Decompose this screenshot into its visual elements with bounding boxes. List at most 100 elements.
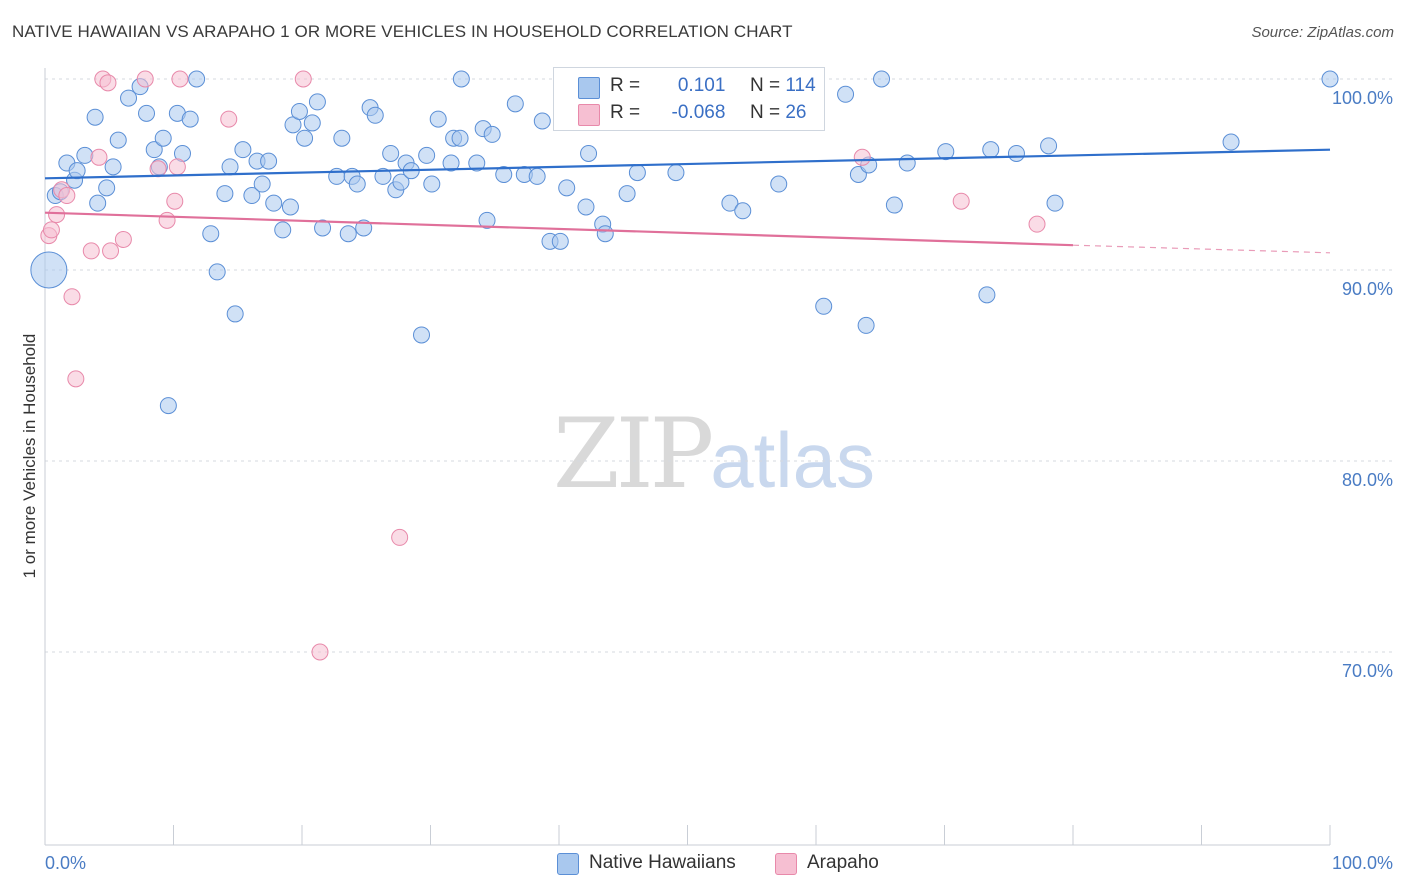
point-native-hawaiian xyxy=(208,263,226,281)
point-native-hawaiian xyxy=(580,144,598,162)
point-native-hawaiian xyxy=(89,194,107,212)
point-native-hawaiian xyxy=(348,175,366,193)
point-native-hawaiian xyxy=(982,141,1000,159)
point-native-hawaiian xyxy=(98,179,116,197)
point-native-hawaiian xyxy=(68,162,86,180)
legend-swatch-pink xyxy=(578,104,600,126)
stats-legend: R = 0.101 N = 114 R = -0.068 N = 26 xyxy=(553,67,825,131)
point-native-hawaiian xyxy=(392,173,410,191)
y-tick-label: 70.0% xyxy=(1342,661,1393,681)
trend-line-arapaho xyxy=(44,211,1074,247)
legend-swatch-blue xyxy=(557,853,579,875)
point-arapaho xyxy=(168,158,186,176)
point-native-hawaiian xyxy=(159,397,177,415)
point-native-hawaiian xyxy=(308,93,326,111)
trend-lines xyxy=(44,148,1331,254)
r-value: -0.068 xyxy=(671,102,726,123)
point-native-hawaiian xyxy=(202,225,220,243)
point-arapaho xyxy=(952,192,970,210)
point-native-hawaiian xyxy=(837,85,855,103)
point-native-hawaiian xyxy=(1007,144,1025,162)
point-native-hawaiian xyxy=(260,152,278,170)
point-native-hawaiian xyxy=(483,125,501,143)
point-native-hawaiian xyxy=(333,129,351,147)
point-arapaho xyxy=(136,70,154,88)
point-native-hawaiian xyxy=(86,108,104,126)
point-arapaho xyxy=(1028,215,1046,233)
point-native-hawaiian xyxy=(413,326,431,344)
r-label: R = xyxy=(610,75,641,96)
chart-title: NATIVE HAWAIIAN VS ARAPAHO 1 OR MORE VEH… xyxy=(12,22,793,41)
point-native-hawaiian xyxy=(734,202,752,220)
point-arapaho xyxy=(99,74,117,92)
point-arapaho xyxy=(82,242,100,260)
point-native-hawaiian xyxy=(628,164,646,182)
y-tick-label: 90.0% xyxy=(1342,279,1393,299)
point-native-hawaiian xyxy=(243,187,261,205)
point-native-hawaiian xyxy=(296,129,314,147)
point-native-hawaiian xyxy=(577,198,595,216)
point-native-hawaiian xyxy=(226,305,244,323)
point-native-hawaiian xyxy=(721,194,739,212)
point-native-hawaiian xyxy=(104,158,122,176)
point-arapaho xyxy=(149,160,167,178)
point-native-hawaiian xyxy=(120,89,138,107)
point-arapaho xyxy=(294,70,312,88)
point-native-hawaiian xyxy=(857,316,875,334)
point-native-hawaiian xyxy=(770,175,788,193)
point-native-hawaiian xyxy=(528,167,546,185)
legend-label: Arapaho xyxy=(807,852,879,873)
point-native-hawaiian xyxy=(596,225,614,243)
tick-labels: 100.0% 90.0% 80.0% 70.0% 0.0% 100.0% xyxy=(45,88,1393,873)
point-native-hawaiian xyxy=(154,129,172,147)
point-native-hawaiian xyxy=(618,185,636,203)
r-value: 0.101 xyxy=(677,75,726,96)
point-native-hawaiian xyxy=(382,144,400,162)
point-native-hawaiian xyxy=(551,232,569,250)
point-native-hawaiian xyxy=(937,143,955,161)
data-points xyxy=(30,70,1339,661)
source-label: Source: ZipAtlas.com xyxy=(1251,24,1394,41)
point-native-hawaiian xyxy=(898,154,916,172)
watermark: ZIPatlas xyxy=(553,398,875,510)
point-native-hawaiian xyxy=(978,286,996,304)
y-tick-label: 100.0% xyxy=(1332,88,1393,108)
watermark-atlas: atlas xyxy=(710,416,875,504)
point-native-hawaiian xyxy=(478,211,496,229)
point-native-hawaiian xyxy=(109,131,127,149)
point-native-hawaiian xyxy=(815,297,833,315)
point-native-hawaiian xyxy=(76,146,94,164)
point-arapaho xyxy=(58,187,76,205)
point-native-hawaiian xyxy=(188,70,206,88)
y-axis-label: 1 or more Vehicles in Household xyxy=(20,333,39,579)
point-native-hawaiian xyxy=(506,95,524,113)
n-label: N = xyxy=(749,102,781,123)
point-arapaho xyxy=(48,206,66,224)
point-native-hawaiian xyxy=(468,154,486,172)
point-arapaho xyxy=(63,288,81,306)
point-native-hawaiian xyxy=(30,251,68,289)
point-arapaho xyxy=(42,221,60,239)
trend-line-arapaho-extension xyxy=(1072,244,1331,254)
point-native-hawaiian xyxy=(418,146,436,164)
point-native-hawaiian xyxy=(253,175,271,193)
point-arapaho xyxy=(102,242,120,260)
n-value: 114 xyxy=(785,75,816,96)
point-native-hawaiian xyxy=(1046,194,1064,212)
point-arapaho xyxy=(391,528,409,546)
point-native-hawaiian xyxy=(452,70,470,88)
point-native-hawaiian xyxy=(339,225,357,243)
point-native-hawaiian xyxy=(885,196,903,214)
point-arapaho xyxy=(90,148,108,166)
point-arapaho xyxy=(311,643,329,661)
point-native-hawaiian xyxy=(495,166,513,183)
point-native-hawaiian xyxy=(216,185,234,203)
point-native-hawaiian xyxy=(314,219,332,237)
point-native-hawaiian xyxy=(873,70,891,88)
point-native-hawaiian xyxy=(667,164,685,182)
watermark-zip: ZIP xyxy=(553,398,714,510)
trend-line-native-hawaiians xyxy=(44,148,1331,180)
axes xyxy=(44,68,1331,846)
point-native-hawaiian xyxy=(290,102,308,120)
